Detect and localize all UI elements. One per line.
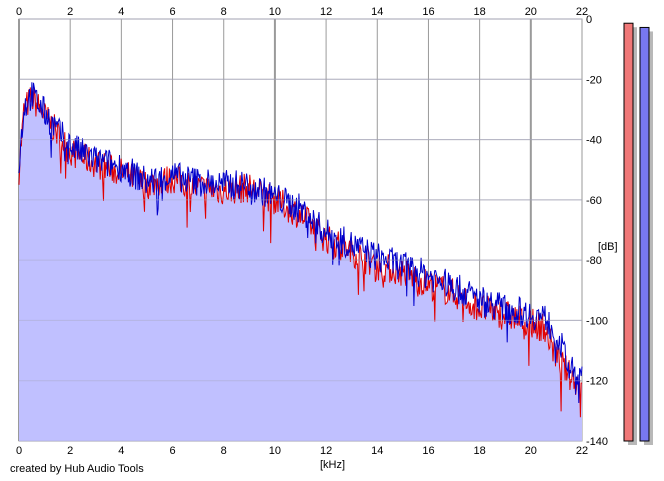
x-tick-label: 22 (576, 445, 588, 457)
x-tick-label: 2 (67, 6, 73, 18)
series-lines (18, 18, 583, 442)
series-line-1 (18, 82, 583, 404)
x-tick-labels-bottom: 0 2 4 6 8 10 12 14 16 18 20 22 (16, 445, 588, 457)
y-tick-label: -100 (586, 315, 608, 327)
x-tick-label: 22 (576, 6, 588, 18)
x-tick-label: 16 (422, 445, 434, 457)
series-line-0 (18, 87, 583, 418)
credit-text: created by Hub Audio Tools (10, 463, 144, 475)
x-tick-labels: 0 2 4 6 8 10 12 14 16 18 20 22 (16, 6, 588, 18)
x-tick-label: 8 (221, 445, 227, 457)
x-tick-label: 12 (320, 445, 332, 457)
y-tick-label: 0 (586, 14, 592, 26)
x-tick-label: 6 (169, 6, 175, 18)
level-meter-1 (639, 26, 650, 442)
y-tick-label: -80 (586, 255, 602, 267)
x-tick-label: 0 (16, 6, 22, 18)
y-tick-label: -40 (586, 135, 602, 147)
area-fill (19, 87, 582, 442)
x-tick-label: 14 (371, 6, 383, 18)
y-tick-label: -140 (586, 436, 608, 448)
x-tick-label: 0 (16, 445, 22, 457)
x-tick-label: 10 (269, 6, 281, 18)
spectrum-area (19, 87, 582, 442)
x-tick-label: 4 (118, 445, 124, 457)
x-axis-label: [kHz] (320, 459, 345, 471)
x-tick-label: 20 (525, 445, 537, 457)
level-meter-0 (623, 22, 634, 442)
y-tick-label: -20 (586, 74, 602, 86)
x-tick-label: 12 (320, 6, 332, 18)
x-tick-label: 10 (269, 445, 281, 457)
y-tick-label: -60 (586, 195, 602, 207)
x-tick-label: 16 (422, 6, 434, 18)
level-meters (623, 22, 653, 445)
x-tick-label: 6 (169, 445, 175, 457)
x-tick-label: 14 (371, 445, 383, 457)
x-tick-label: 8 (221, 6, 227, 18)
y-tick-label: -120 (586, 376, 608, 388)
x-tick-label: 20 (525, 6, 537, 18)
x-tick-label: 4 (118, 6, 124, 18)
y-axis-label: [dB] (598, 241, 618, 253)
x-tick-label: 18 (474, 445, 486, 457)
y-tick-labels: 0 -20 -40 -60 -80 -100 -120 -140 (586, 14, 608, 448)
x-tick-label: 2 (67, 445, 73, 457)
x-tick-label: 18 (474, 6, 486, 18)
